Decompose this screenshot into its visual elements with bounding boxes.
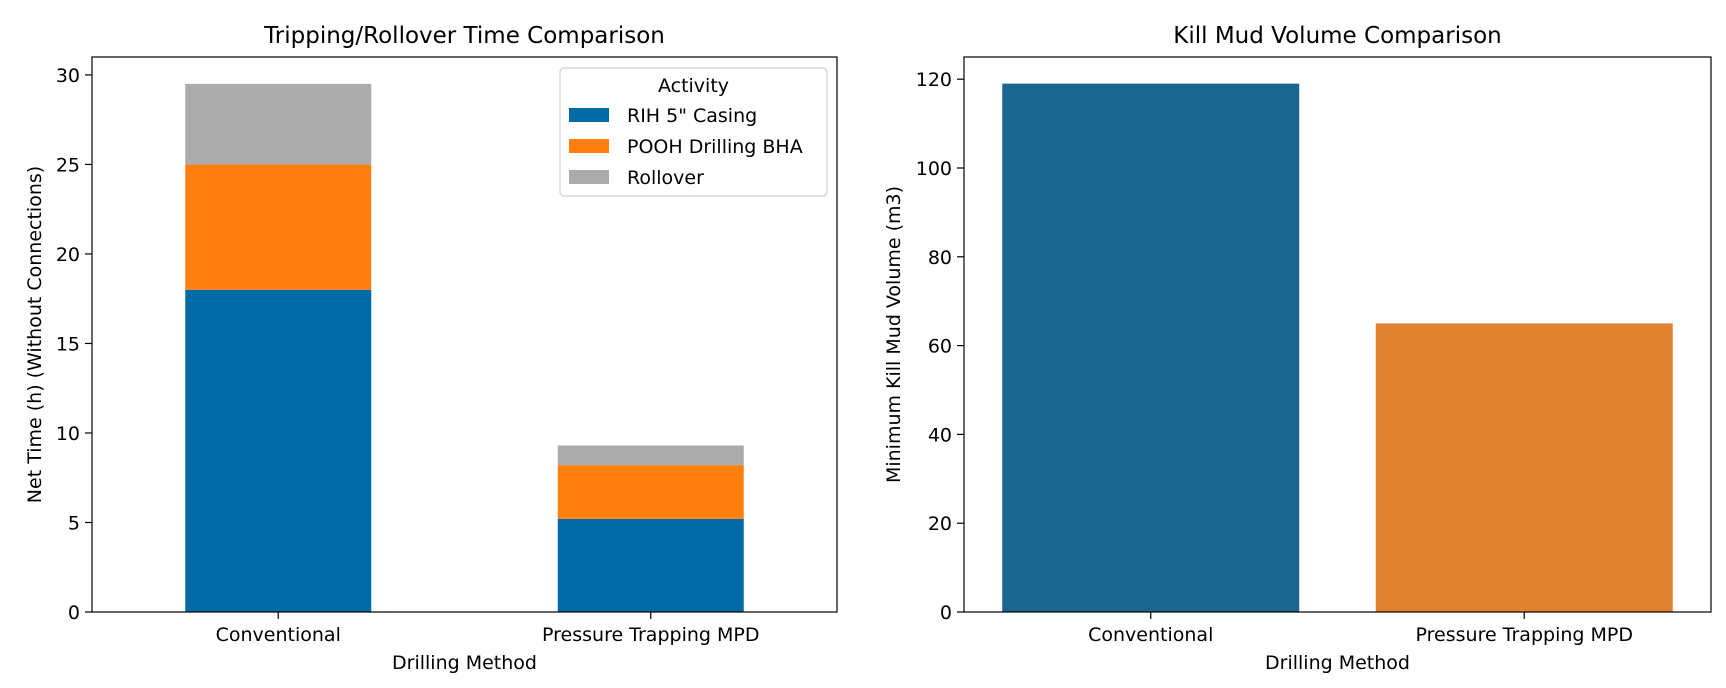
chart-title: Kill Mud Volume Comparison <box>1173 23 1501 49</box>
bar-1-3 <box>185 83 372 165</box>
y-tick-label: 15 <box>56 333 80 355</box>
legend-box <box>559 67 828 197</box>
bar-2-3 <box>557 445 744 466</box>
y-tick-label: 0 <box>68 602 80 624</box>
legend-title: Activity <box>658 75 729 97</box>
y-tick-label: 120 <box>916 69 952 91</box>
y-tick-label: 40 <box>928 424 952 446</box>
legend-label-3: Rollover <box>627 167 704 189</box>
y-tick-label: 0 <box>940 602 952 624</box>
chart-title: Tripping/Rollover Time Comparison <box>263 23 665 49</box>
legend-swatch-2 <box>569 139 609 153</box>
y-tick-label: 80 <box>928 247 952 269</box>
y-tick-label: 30 <box>56 65 80 87</box>
x-axis-label: Drilling Method <box>392 652 537 674</box>
bar-1-2 <box>185 164 372 290</box>
legend-swatch-3 <box>569 170 609 184</box>
y-axis-label: Minimum Kill Mud Volume (m3) <box>883 186 905 483</box>
axes-frame <box>91 56 838 613</box>
y-tick-label: 5 <box>68 512 80 534</box>
legend-swatch-1 <box>569 108 609 122</box>
x-tick-label: Conventional <box>1088 624 1213 646</box>
x-tick-label: Pressure Trapping MPD <box>1416 624 1633 646</box>
legend: Activity RIH 5" Casing POOH Drilling BHA Ro… <box>559 67 828 197</box>
bar-2-1 <box>557 518 744 612</box>
axes-frame <box>963 56 1712 613</box>
y-tick-label: 25 <box>56 154 80 176</box>
bar-2 <box>1375 323 1673 612</box>
legend-label-2: POOH Drilling BHA <box>627 136 803 158</box>
x-tick-label: Pressure Trapping MPD <box>542 624 759 646</box>
legend-label-1: RIH 5" Casing <box>627 105 757 127</box>
y-tick-label: 100 <box>916 158 952 180</box>
bar-1 <box>1002 83 1300 612</box>
y-tick-label: 60 <box>928 336 952 358</box>
chart-panel-1: 0 5 10 15 20 25 30 Conventional Pressure Trappin… <box>24 23 838 674</box>
bar-2-2 <box>557 465 744 519</box>
chart-panel-2: 0 20 40 60 80 100 120 Conventional Pressure Trap… <box>883 23 1712 674</box>
bar-1-1 <box>185 289 372 612</box>
x-axis-label: Drilling Method <box>1265 652 1410 674</box>
y-tick-label: 10 <box>56 423 80 445</box>
y-tick-label: 20 <box>928 513 952 535</box>
x-tick-label: Conventional <box>216 624 341 646</box>
y-tick-label: 20 <box>56 244 80 266</box>
y-axis-label: Net Time (h) (Without Connections) <box>24 166 46 503</box>
